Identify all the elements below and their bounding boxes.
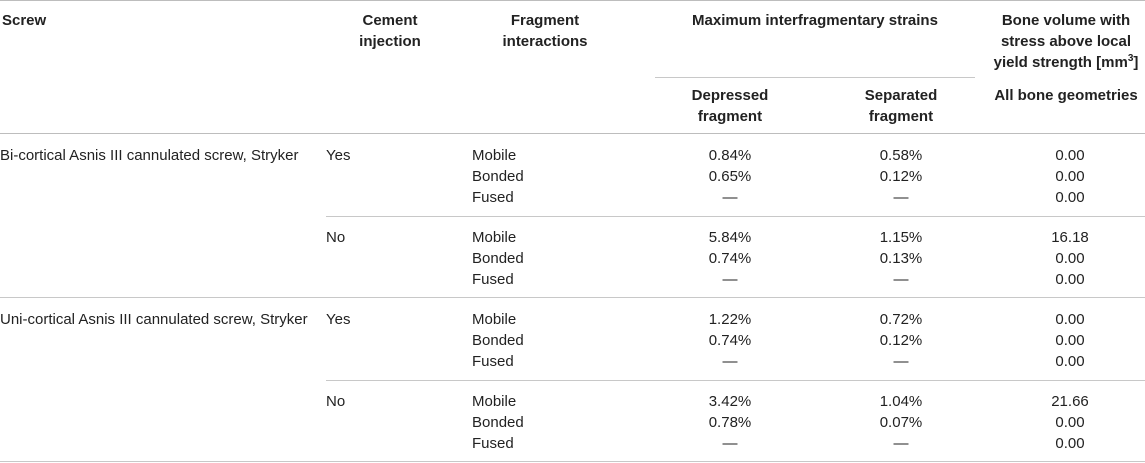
row2-interaction-bonded: Bonded: [472, 250, 524, 267]
header-volume-line3-text: yield strength [mm: [993, 54, 1128, 71]
header-depressed-line1: Depressed: [691, 87, 769, 104]
row3-volume-fused: 0.00: [1055, 353, 1085, 370]
group1-bottom-rule: [0, 297, 1145, 298]
row1-interaction-mobile: Mobile: [472, 147, 517, 164]
row3-separated-mobile: 0.72%: [879, 311, 923, 328]
row3-depressed: 1.22% 0.74% —: [655, 309, 805, 372]
row1-depressed: 0.84% 0.65% —: [655, 145, 805, 208]
row2-interaction-fused: Fused: [472, 271, 514, 288]
row1-cement: Yes: [326, 147, 351, 164]
header-depressed-line2: fragment: [697, 108, 763, 125]
row1-interactions: Mobile Bonded Fused: [472, 145, 592, 208]
row3-depressed-mobile: 1.22%: [708, 311, 752, 328]
header-volume-line2: stress above local: [1000, 33, 1132, 50]
row3-depressed-bonded: 0.74%: [708, 332, 752, 349]
row3-interaction-fused: Fused: [472, 353, 514, 370]
row4-separated: 1.04% 0.07% —: [826, 391, 976, 454]
row1-interaction-fused: Fused: [472, 189, 514, 206]
row1-separated: 0.58% 0.12% —: [826, 145, 976, 208]
header-frag-line1: Fragment: [510, 12, 580, 29]
row4-depressed-fused: —: [722, 435, 738, 452]
row2-depressed-fused: —: [722, 271, 738, 288]
row4-separated-mobile: 1.04%: [879, 393, 923, 410]
row4-volume-fused: 0.00: [1055, 435, 1085, 452]
row2-volume-fused: 0.00: [1055, 271, 1085, 288]
row2-volume-bonded: 0.00: [1055, 250, 1085, 267]
row4-depressed: 3.42% 0.78% —: [655, 391, 805, 454]
row3-interaction-bonded: Bonded: [472, 332, 524, 349]
row1-interaction-bonded: Bonded: [472, 168, 524, 185]
row3-depressed-fused: —: [722, 353, 738, 370]
row2-depressed-mobile: 5.84%: [708, 229, 752, 246]
row1-separated-fused: —: [893, 189, 909, 206]
row2-separated-mobile: 1.15%: [879, 229, 923, 246]
row1-volume: 0.00 0.00 0.00: [995, 145, 1145, 208]
row4-separated-bonded: 0.07%: [879, 414, 923, 431]
row3-volume-mobile: 0.00: [1055, 311, 1085, 328]
row3-volume: 0.00 0.00 0.00: [995, 309, 1145, 372]
header-depressed-fragment: Depressed fragment: [655, 85, 805, 127]
table-bottom-rule: [0, 461, 1145, 462]
row3-volume-bonded: 0.00: [1055, 332, 1085, 349]
row2-separated: 1.15% 0.13% —: [826, 227, 976, 290]
row1-divider: [326, 216, 1145, 217]
row2-volume-mobile: 16.18: [1051, 229, 1089, 246]
row1-depressed-bonded: 0.65%: [708, 168, 752, 185]
row4-cement: No: [326, 393, 346, 410]
row4-volume: 21.66 0.00 0.00: [995, 391, 1145, 454]
header-max-strains: Maximum interfragmentary strains: [692, 12, 938, 29]
row3-separated-bonded: 0.12%: [879, 332, 923, 349]
row1-screw: Bi-cortical Asnis III cannulated screw, …: [0, 147, 299, 164]
header-bottom-rule: [0, 133, 1145, 134]
header-fragment-interactions: Fragment interactions: [485, 10, 605, 52]
header-cement-line1: Cement: [362, 12, 418, 29]
row3-separated: 0.72% 0.12% —: [826, 309, 976, 372]
header-frag-line2: interactions: [502, 33, 588, 50]
header-volume-sup: 3: [1127, 53, 1134, 64]
header-volume-line3: yield strength [mm3]: [985, 52, 1145, 73]
row4-interaction-fused: Fused: [472, 435, 514, 452]
row1-separated-bonded: 0.12%: [879, 168, 923, 185]
header-volume-close: ]: [1133, 54, 1139, 71]
row2-depressed: 5.84% 0.74% —: [655, 227, 805, 290]
header-cement-injection: Cement injection: [340, 10, 440, 52]
header-strains-underline: [655, 77, 975, 78]
row3-separated-fused: —: [893, 353, 909, 370]
row2-separated-fused: —: [893, 271, 909, 288]
row3-screw: Uni-cortical Asnis III cannulated screw,…: [0, 311, 308, 328]
row2-interactions: Mobile Bonded Fused: [472, 227, 592, 290]
row1-volume-fused: 0.00: [1055, 189, 1085, 206]
header-volume-line1: Bone volume with: [1001, 12, 1131, 29]
row2-volume: 16.18 0.00 0.00: [995, 227, 1145, 290]
row1-volume-bonded: 0.00: [1055, 168, 1085, 185]
header-separated-fragment: Separated fragment: [826, 85, 976, 127]
row4-interaction-bonded: Bonded: [472, 414, 524, 431]
row1-depressed-mobile: 0.84%: [708, 147, 752, 164]
row2-depressed-bonded: 0.74%: [708, 250, 752, 267]
header-screw: Screw: [2, 12, 47, 29]
row4-separated-fused: —: [893, 435, 909, 452]
row4-depressed-mobile: 3.42%: [708, 393, 752, 410]
header-separated-line2: fragment: [868, 108, 934, 125]
header-separated-line1: Separated: [864, 87, 938, 104]
row3-interactions: Mobile Bonded Fused: [472, 309, 592, 372]
header-bone-volume: Bone volume with stress above local yiel…: [985, 10, 1145, 73]
row3-divider: [326, 380, 1145, 381]
row3-interaction-mobile: Mobile: [472, 311, 517, 328]
row4-interactions: Mobile Bonded Fused: [472, 391, 592, 454]
row1-depressed-fused: —: [722, 189, 738, 206]
row2-interaction-mobile: Mobile: [472, 229, 517, 246]
header-all-geometries: All bone geometries: [994, 87, 1138, 104]
table-top-rule: [0, 0, 1145, 1]
row2-cement: No: [326, 229, 346, 246]
row3-cement: Yes: [326, 311, 351, 328]
row2-separated-bonded: 0.13%: [879, 250, 923, 267]
row4-volume-bonded: 0.00: [1055, 414, 1085, 431]
row1-separated-mobile: 0.58%: [879, 147, 923, 164]
header-cement-line2: injection: [359, 33, 421, 50]
row1-volume-mobile: 0.00: [1055, 147, 1085, 164]
row4-interaction-mobile: Mobile: [472, 393, 517, 410]
row4-depressed-bonded: 0.78%: [708, 414, 752, 431]
row4-volume-mobile: 21.66: [1051, 393, 1089, 410]
